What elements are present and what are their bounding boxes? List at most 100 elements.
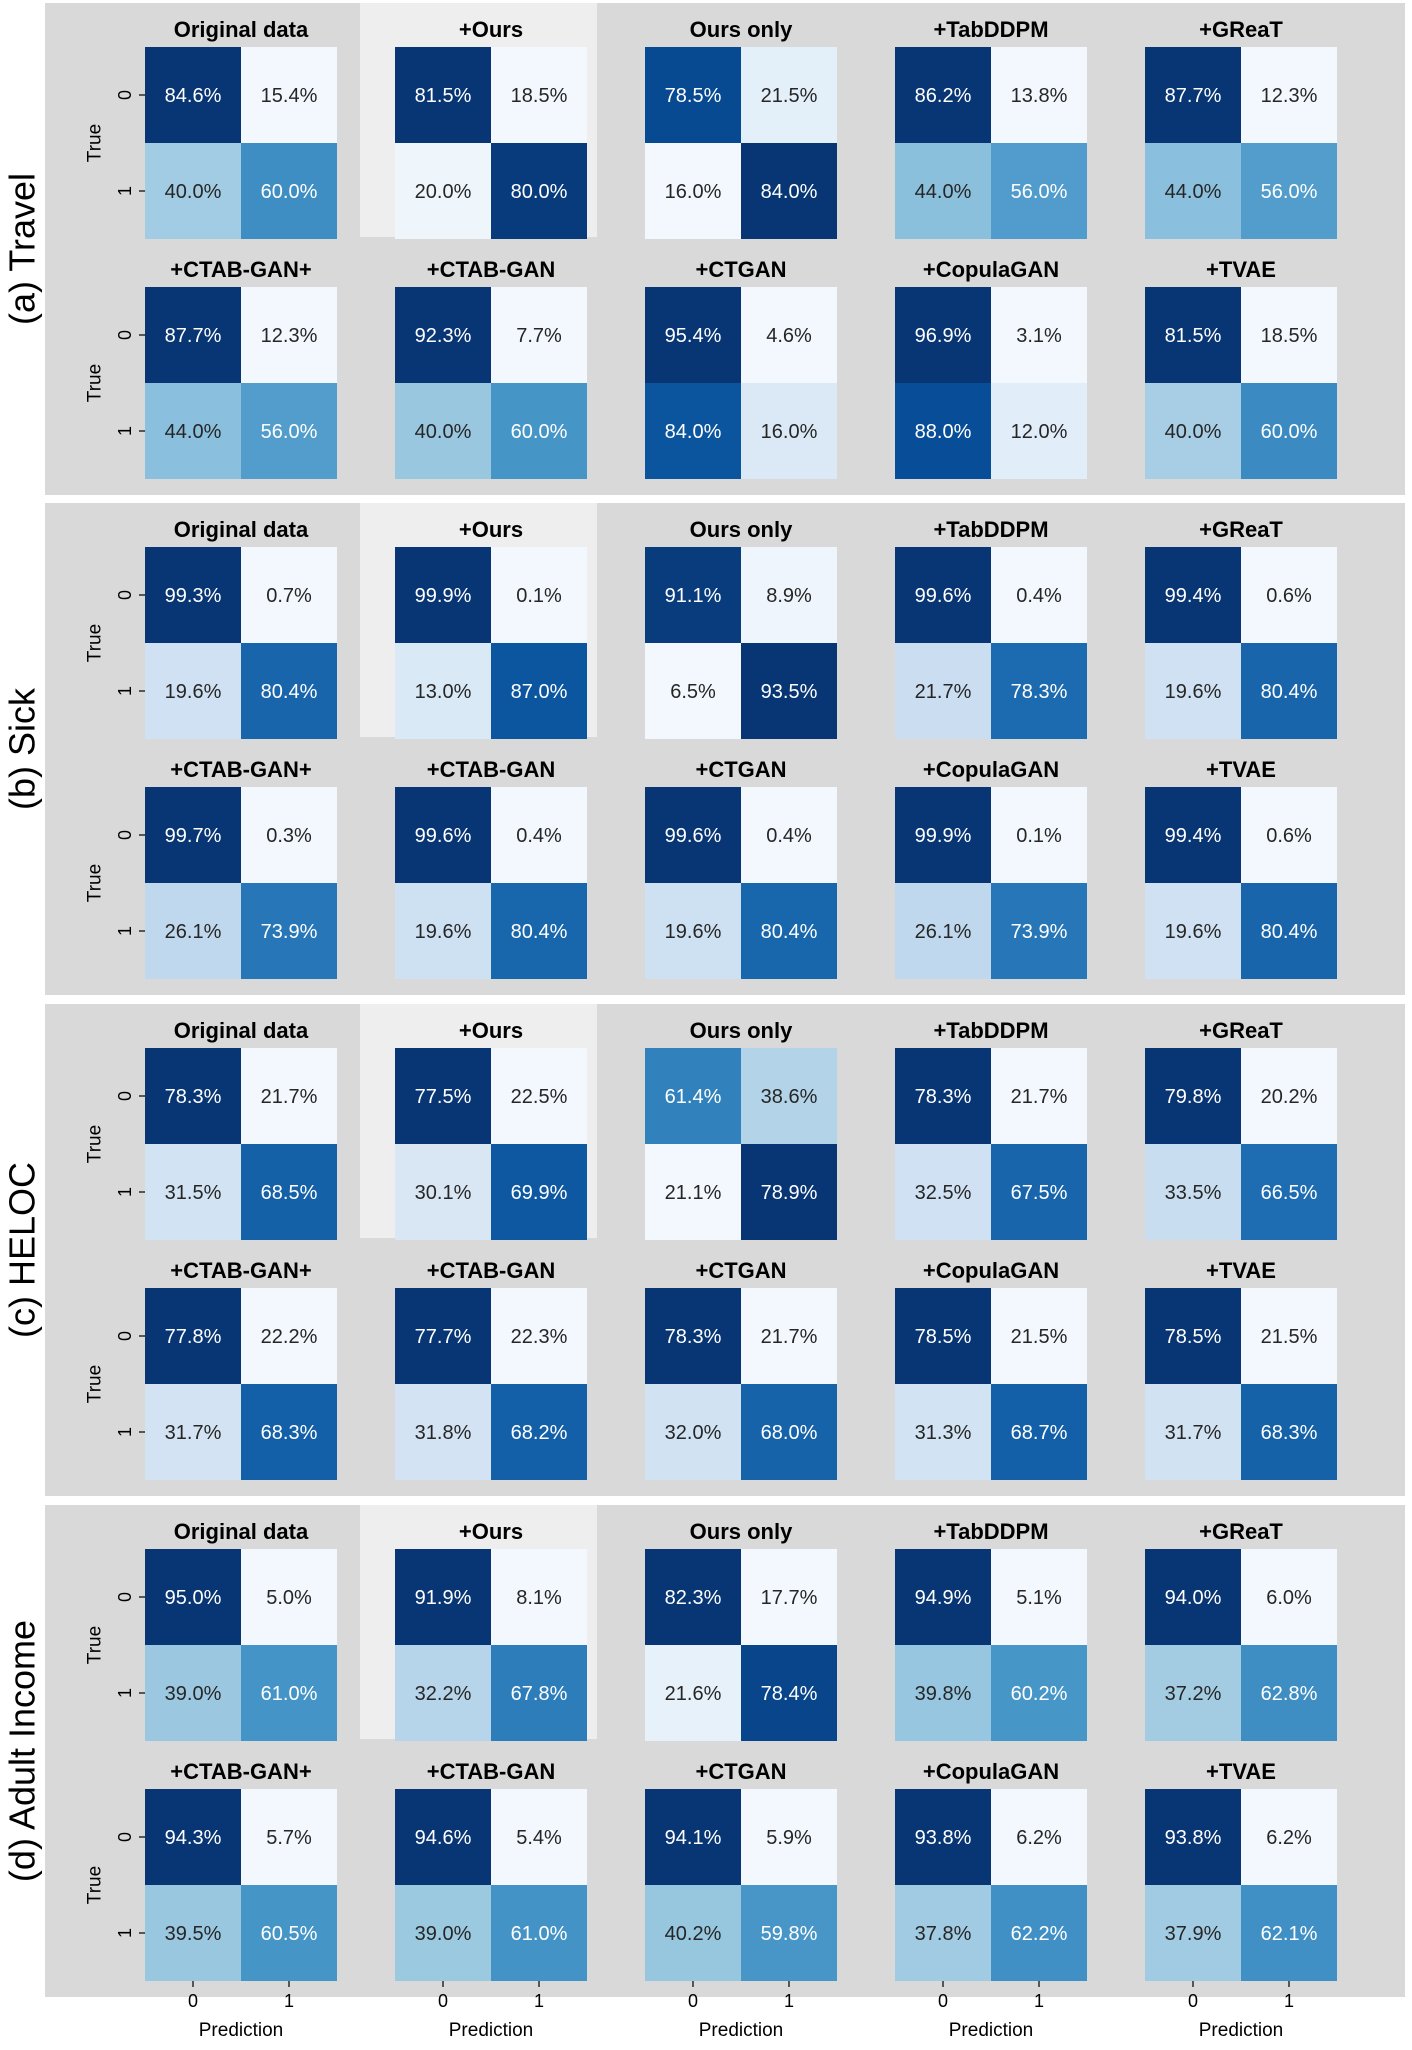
confusion-matrix: +CTGAN 95.4% 4.6% 84.0% 16.0% — [645, 257, 837, 479]
cell-value-label: 21.5% — [1261, 1326, 1318, 1348]
matrix-cell — [645, 1288, 741, 1384]
cell-value-label: 68.7% — [1011, 1422, 1068, 1444]
matrix-cell — [741, 1789, 837, 1885]
cell-value-label: 12.0% — [1011, 421, 1068, 443]
matrix-cell — [991, 47, 1087, 143]
confusion-matrix: Ours only 91.1% 8.9% 6.5% 93.5% — [645, 517, 837, 739]
matrix-cell — [241, 143, 337, 239]
cell-value-label: 60.5% — [261, 1923, 318, 1945]
cell-value-label: 99.3% — [165, 585, 222, 607]
subplot-title: +Ours — [459, 517, 523, 542]
y-tick-label: 1 — [115, 686, 135, 696]
subplot-title: +GReaT — [1199, 517, 1283, 542]
cell-value-label: 81.5% — [1165, 325, 1222, 347]
cell-value-label: 30.1% — [415, 1182, 472, 1204]
subplot-title: Original data — [174, 1018, 309, 1043]
confusion-matrix: +TVAE 81.5% 18.5% 40.0% 60.0% — [1145, 257, 1337, 479]
cell-value-label: 38.6% — [761, 1086, 818, 1108]
matrix-cell — [491, 383, 587, 479]
matrix-cell — [991, 383, 1087, 479]
matrix-cell — [145, 383, 241, 479]
cell-value-label: 19.6% — [665, 921, 722, 943]
matrix-cell — [241, 1288, 337, 1384]
cell-value-label: 94.1% — [665, 1827, 722, 1849]
confusion-matrix: +CTAB-GAN 92.3% 7.7% 40.0% 60.0% — [395, 257, 587, 479]
matrix-cell — [645, 47, 741, 143]
x-tick-label: 0 — [188, 1991, 198, 2011]
cell-value-label: 18.5% — [1261, 325, 1318, 347]
y-tick-label: 0 — [115, 1091, 135, 1101]
subplot-title: +TVAE — [1206, 1759, 1276, 1784]
matrix-cell — [145, 1144, 241, 1240]
confusion-matrix: +TabDDPM 94.9% 5.1% 39.8% 60.2% — [895, 1519, 1087, 1741]
cell-value-label: 60.0% — [261, 181, 318, 203]
cell-value-label: 44.0% — [165, 421, 222, 443]
subplot-title: Ours only — [690, 1018, 793, 1043]
matrix-cell — [1145, 1384, 1241, 1480]
cell-value-label: 68.3% — [261, 1422, 318, 1444]
cell-value-label: 33.5% — [1165, 1182, 1222, 1204]
matrix-cell — [395, 643, 491, 739]
matrix-cell — [145, 143, 241, 239]
cell-value-label: 67.5% — [1011, 1182, 1068, 1204]
matrix-cell — [645, 1144, 741, 1240]
matrix-cell — [491, 643, 587, 739]
matrix-cell — [895, 383, 991, 479]
cell-value-label: 78.9% — [761, 1182, 818, 1204]
confusion-matrix: +CTAB-GAN+ 87.7% 12.3% 44.0% 56.0% 0 1 True — [85, 257, 337, 479]
cell-value-label: 68.3% — [1261, 1422, 1318, 1444]
cell-value-label: 40.0% — [415, 421, 472, 443]
matrix-cell — [1145, 143, 1241, 239]
matrix-cell — [491, 143, 587, 239]
cell-value-label: 6.0% — [1266, 1587, 1312, 1609]
y-tick-label: 1 — [115, 926, 135, 936]
subplot-title: +GReaT — [1199, 1519, 1283, 1544]
cell-value-label: 56.0% — [261, 421, 318, 443]
cell-value-label: 31.3% — [915, 1422, 972, 1444]
matrix-cell — [241, 1048, 337, 1144]
confusion-matrix: Ours only 78.5% 21.5% 16.0% 84.0% — [645, 17, 837, 239]
matrix-cell — [645, 883, 741, 979]
cell-value-label: 99.9% — [415, 585, 472, 607]
cell-value-label: 21.5% — [1011, 1326, 1068, 1348]
matrix-cell — [145, 47, 241, 143]
matrix-cell — [741, 883, 837, 979]
matrix-cell — [991, 1288, 1087, 1384]
cell-value-label: 68.2% — [511, 1422, 568, 1444]
y-tick-label: 0 — [115, 1331, 135, 1341]
y-axis-label: True — [85, 624, 106, 662]
matrix-cell — [741, 383, 837, 479]
cell-value-label: 91.1% — [665, 585, 722, 607]
cell-value-label: 94.6% — [415, 1827, 472, 1849]
subplot-title: +CopulaGAN — [923, 1759, 1059, 1784]
subplot-title: Ours only — [690, 17, 793, 42]
cell-value-label: 79.8% — [1165, 1086, 1222, 1108]
cell-value-label: 94.0% — [1165, 1587, 1222, 1609]
matrix-cell — [145, 287, 241, 383]
matrix-cell — [145, 787, 241, 883]
confusion-matrix: +TabDDPM 99.6% 0.4% 21.7% 78.3% — [895, 517, 1087, 739]
matrix-cell — [395, 883, 491, 979]
cell-value-label: 78.5% — [915, 1326, 972, 1348]
cell-value-label: 39.5% — [165, 1923, 222, 1945]
x-axis-label: Prediction — [949, 2020, 1034, 2041]
x-tick-label: 0 — [1188, 1991, 1198, 2011]
matrix-cell — [895, 643, 991, 739]
cell-value-label: 3.1% — [1016, 325, 1062, 347]
cell-value-label: 73.9% — [261, 921, 318, 943]
cell-value-label: 19.6% — [1165, 681, 1222, 703]
confusion-matrix: +Ours 91.9% 8.1% 32.2% 67.8% — [360, 1505, 597, 1741]
cell-value-label: 78.5% — [665, 85, 722, 107]
matrix-cell — [395, 1885, 491, 1981]
y-tick-label: 1 — [115, 426, 135, 436]
cell-value-label: 21.7% — [1011, 1086, 1068, 1108]
subplot-title: +CTGAN — [695, 757, 786, 782]
cell-value-label: 78.4% — [761, 1683, 818, 1705]
matrix-cell — [741, 643, 837, 739]
cell-value-label: 37.9% — [1165, 1923, 1222, 1945]
confusion-matrix: +GReaT 87.7% 12.3% 44.0% 56.0% — [1145, 17, 1337, 239]
matrix-cell — [1241, 287, 1337, 383]
matrix-cell — [241, 1789, 337, 1885]
cell-value-label: 99.4% — [1165, 585, 1222, 607]
matrix-cell — [145, 1288, 241, 1384]
